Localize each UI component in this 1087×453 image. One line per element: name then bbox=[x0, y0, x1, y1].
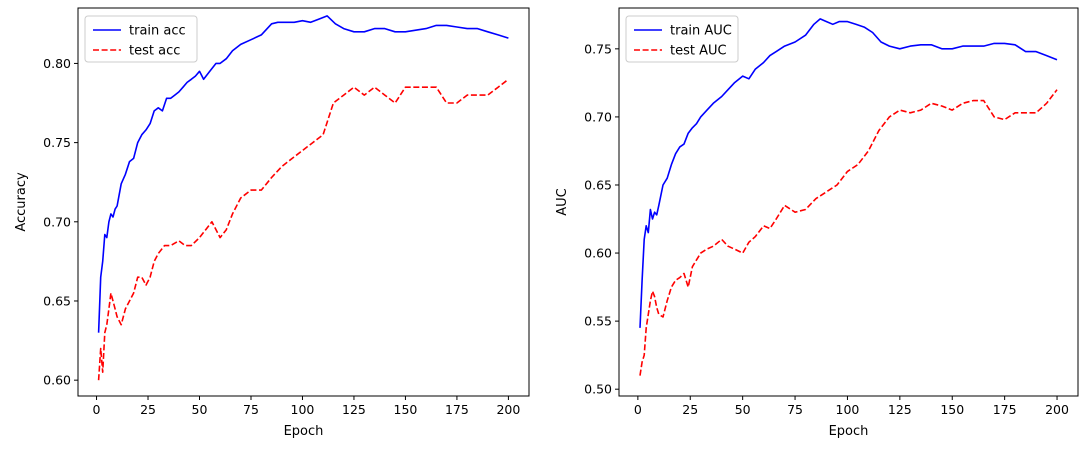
y-tick-label: 0.60 bbox=[43, 373, 71, 388]
y-tick-label: 0.65 bbox=[584, 177, 612, 192]
x-tick-label: 175 bbox=[445, 402, 469, 417]
legend-label: test acc bbox=[129, 44, 180, 59]
y-tick-label: 0.80 bbox=[43, 56, 71, 71]
x-tick-label: 100 bbox=[836, 402, 860, 417]
axes-frame bbox=[618, 7, 1079, 397]
x-tick-label: 175 bbox=[993, 402, 1017, 417]
x-tick-label: 200 bbox=[496, 402, 520, 417]
x-tick-label: 150 bbox=[940, 402, 964, 417]
x-axis-label: Epoch bbox=[284, 424, 324, 439]
y-axis-label: Accuracy bbox=[14, 172, 29, 232]
y-tick-label: 0.75 bbox=[43, 135, 71, 150]
x-tick-label: 0 bbox=[93, 402, 101, 417]
y-tick-label: 0.70 bbox=[584, 109, 612, 124]
x-tick-label: 150 bbox=[394, 402, 418, 417]
chart-panel-2: 0 25 50 75 100 125 150 175 200 0.50 0.55 0.60 0.65 0.… bbox=[555, 7, 1079, 439]
y-tick-label: 0.75 bbox=[584, 41, 612, 56]
x-tick-label: 75 bbox=[243, 402, 259, 417]
y-axis-label: AUC bbox=[555, 188, 570, 216]
x-tick-label: 125 bbox=[888, 402, 912, 417]
legend: train AUC test AUC bbox=[625, 15, 739, 63]
x-tick-label: 25 bbox=[682, 402, 698, 417]
y-tick-label: 0.70 bbox=[43, 214, 71, 229]
series-line-1-1 bbox=[97, 15, 509, 333]
x-tick-label: 0 bbox=[634, 402, 642, 417]
series-line-2-2 bbox=[639, 89, 1058, 376]
x-tick-label: 75 bbox=[787, 402, 803, 417]
legend-label: train acc bbox=[129, 24, 186, 39]
y-tick-label: 0.50 bbox=[584, 382, 612, 397]
series-line-2-1 bbox=[639, 18, 1058, 328]
y-tick-label: 0.55 bbox=[584, 314, 612, 329]
legend-label: train AUC bbox=[670, 24, 732, 39]
x-tick-label: 200 bbox=[1045, 402, 1069, 417]
x-tick-label: 50 bbox=[192, 402, 208, 417]
x-tick-label: 25 bbox=[140, 402, 156, 417]
x-axis-label: Epoch bbox=[829, 424, 869, 439]
series-line-1-2 bbox=[97, 78, 509, 381]
axes-frame bbox=[77, 7, 530, 397]
x-tick-label: 50 bbox=[735, 402, 751, 417]
y-tick-label: 0.60 bbox=[584, 246, 612, 261]
legend-label: test AUC bbox=[670, 44, 727, 59]
chart-panel-1: 0 25 50 75 100 125 150 175 200 0.60 0.65 0.70 0.75 0.… bbox=[14, 7, 530, 439]
x-tick-label: 125 bbox=[342, 402, 366, 417]
x-tick-label: 100 bbox=[291, 402, 315, 417]
y-tick-label: 0.65 bbox=[43, 293, 71, 308]
legend: train acc test acc bbox=[84, 15, 198, 63]
